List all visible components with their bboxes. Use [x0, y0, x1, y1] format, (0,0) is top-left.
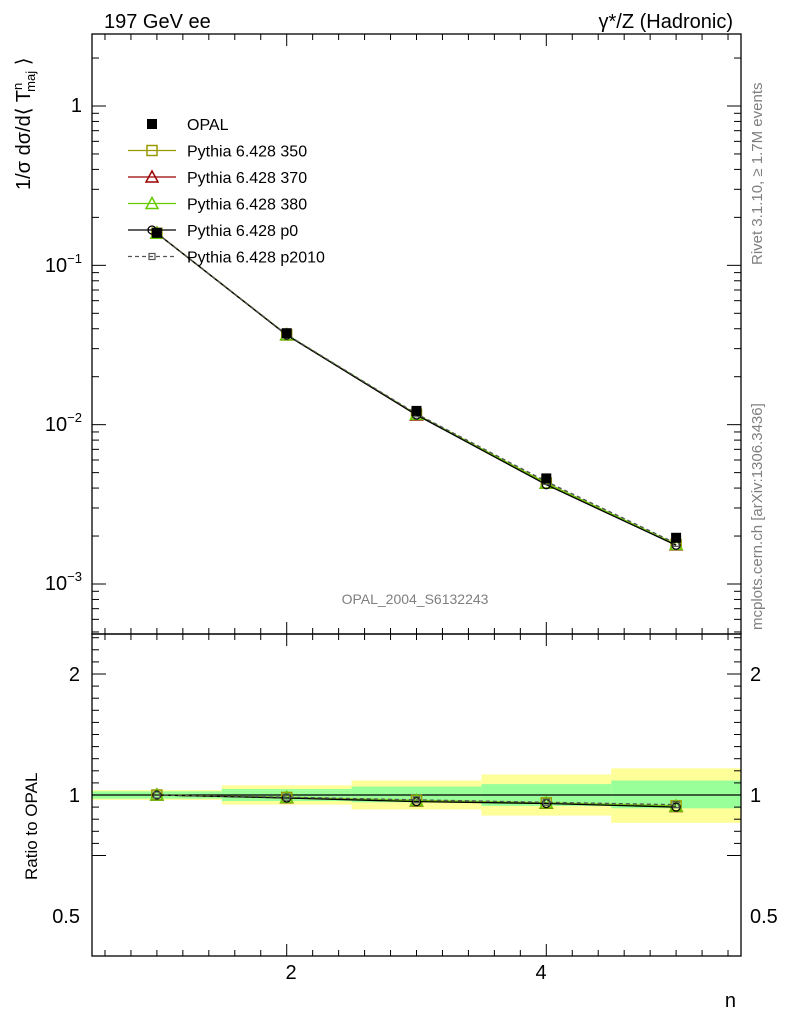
main-data-point-0-2 — [411, 405, 422, 416]
ratio-point-4-4 — [672, 801, 680, 809]
main-series-2 — [149, 225, 684, 551]
legend-marker-2 — [144, 169, 160, 183]
main-line-0 — [156, 232, 677, 546]
ratio-tick-2-left: 2 — [69, 664, 80, 686]
ratio-point-4-3 — [542, 798, 550, 806]
x-axis-title: n — [725, 990, 736, 1012]
main-line-3 — [156, 232, 677, 546]
main-series-4 — [153, 229, 680, 547]
legend-label-3: Pythia 6.428 380 — [187, 197, 307, 214]
ratio-series-4 — [153, 791, 680, 809]
ratio-tick-2-right: 2 — [750, 664, 761, 686]
axis-ticks — [92, 34, 741, 956]
ratio-tick-0.5-left: 0.5 — [52, 906, 80, 928]
legend-marker-5 — [148, 252, 156, 261]
legend-label-5: Pythia 6.428 p2010 — [187, 250, 325, 267]
main-data-point-0-1 — [281, 328, 292, 339]
rivet-version-text: Rivet 3.1.10, ≥ 1.7M events — [749, 83, 766, 266]
ratio-tick-1-right: 1 — [750, 785, 761, 807]
y-tick-label-0.001: 10−3 — [45, 569, 82, 595]
x-tick-label-4: 4 — [535, 962, 546, 984]
legend-marker-3 — [144, 195, 160, 210]
y-tick-label-0.1: 10−1 — [45, 251, 82, 277]
main-y-axis-title: 1/σ dσ/d⟨ Tnmaj ⟩ — [10, 58, 38, 191]
main-series-3 — [152, 228, 681, 550]
legend-marker-1 — [146, 144, 158, 157]
y-tick-label-1: 1 — [71, 95, 82, 117]
analysis-watermark: OPAL_2004_S6132243 — [342, 591, 489, 607]
ratio-series-group — [149, 787, 684, 813]
x-tick-label-2: 2 — [285, 962, 296, 984]
y-tick-label-0.01: 10−2 — [45, 410, 82, 436]
main-data-point-0-4 — [671, 532, 682, 543]
ratio-point-3-2 — [411, 797, 422, 807]
main-series-0 — [151, 227, 682, 551]
legend-marker-0 — [147, 119, 157, 129]
legend-label-4: Pythia 6.428 p0 — [187, 223, 298, 240]
ratio-point-4-1 — [283, 793, 291, 801]
ratio-line-4 — [156, 794, 677, 806]
ratio-y-axis-title: Ratio to OPAL — [22, 773, 41, 880]
legend-label-1: Pythia 6.428 350 — [187, 144, 307, 161]
legend-marker-4 — [147, 225, 157, 235]
ratio-tick-1-left: 1 — [69, 785, 80, 807]
mcplots-source-text: mcplots.cern.ch [arXiv:1306.3436] — [749, 403, 766, 630]
main-line-1 — [156, 232, 677, 546]
ratio-point-4-0 — [153, 791, 161, 799]
main-line-4 — [156, 232, 677, 544]
left-title: 197 GeV ee — [104, 11, 211, 33]
legend-label-2: Pythia 6.428 370 — [187, 170, 307, 187]
ratio-point-4-2 — [412, 796, 421, 804]
main-data-series-0 — [151, 227, 682, 543]
legend-label-0: OPAL — [187, 117, 229, 134]
main-series-group — [149, 225, 684, 551]
ratio-point-3-4 — [671, 802, 681, 812]
main-data-point-0-3 — [541, 473, 552, 484]
right-title: γ*/Z (Hadronic) — [599, 11, 733, 33]
ratio-tick-0.5-right: 0.5 — [750, 906, 778, 928]
main-series-1 — [149, 225, 684, 551]
main-line-2 — [156, 232, 677, 546]
main-data-point-0-0 — [151, 227, 162, 238]
legend: OPAL Pythia 6.428 350 Pythia 6.428 370 Pyth… — [128, 117, 325, 267]
